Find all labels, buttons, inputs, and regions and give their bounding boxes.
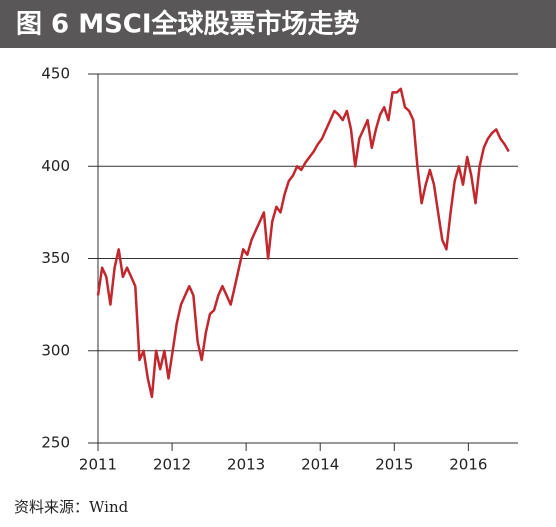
x-tick-label: 2016: [449, 456, 487, 474]
y-tick-label: 450: [41, 65, 70, 83]
y-tick-label: 400: [41, 157, 70, 175]
chart-title: 图 6 MSCI全球股票市场走势: [16, 9, 360, 40]
y-tick-label: 350: [41, 249, 70, 267]
data-line: [96, 87, 510, 399]
y-tick-label: 250: [41, 434, 70, 452]
x-tick-label: 2015: [375, 456, 413, 474]
x-tick-label: 2011: [79, 456, 117, 474]
source-note: 资料来源：Wind: [14, 498, 129, 516]
y-tick-label: 300: [41, 341, 70, 359]
title-bar: [0, 0, 556, 48]
x-tick-label: 2014: [301, 456, 339, 474]
x-tick-label: 2013: [227, 456, 265, 474]
x-tick-label: 2012: [153, 456, 191, 474]
